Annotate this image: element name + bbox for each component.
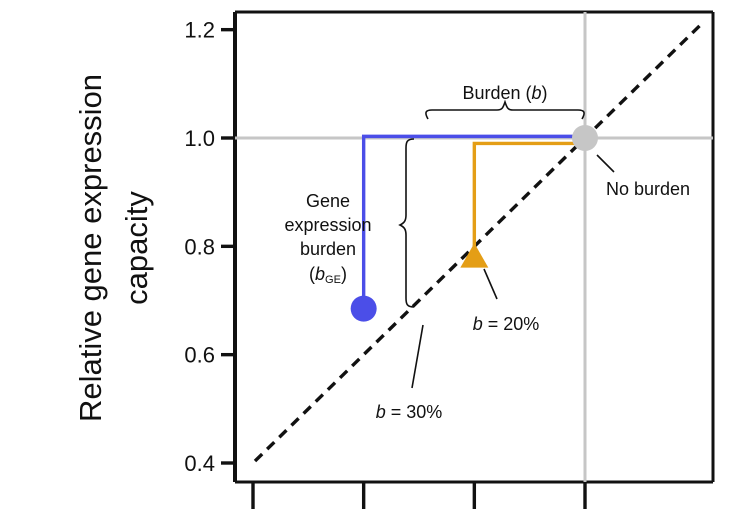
annotation-graphics	[398, 99, 615, 389]
y-tick-label: 0.6	[184, 343, 215, 368]
ge-label-line3: burden	[300, 239, 356, 259]
y-tick-label: 0.4	[184, 451, 215, 476]
b20-leader	[483, 268, 498, 300]
burden-bracket	[425, 99, 585, 120]
b30-label: b = 30%	[376, 402, 443, 422]
y-tick-label: 1.0	[184, 126, 215, 151]
blue-path	[361, 134, 585, 309]
y-tick-label: 0.8	[184, 234, 215, 259]
ge-label-line1: Gene	[306, 191, 350, 211]
y-tick-label: 1.2	[184, 18, 215, 43]
ge-label-line4: (bGE)	[309, 264, 347, 286]
b-30-point	[350, 295, 377, 322]
diagonal-reference-line	[253, 21, 705, 463]
y-ticks: 0.4 0.6 0.8 1.0 1.2	[184, 18, 235, 476]
no-burden-label: No burden	[606, 179, 690, 199]
ge-burden-bracket	[398, 138, 415, 308]
orange-path	[472, 141, 585, 258]
b30-leader	[411, 324, 424, 389]
b20-label: b = 20%	[473, 314, 540, 334]
data-points	[350, 125, 598, 322]
no-burden-point	[572, 125, 598, 151]
x-ticks	[251, 482, 587, 509]
no-burden-leader	[596, 154, 615, 173]
y-axis-title-line2: capacity	[119, 191, 154, 305]
burden-paths	[361, 134, 585, 309]
y-axis-title-line1: Relative gene expression	[73, 74, 108, 422]
ge-label-line2: expression	[284, 215, 371, 235]
b-20-point	[460, 243, 489, 268]
burden-label: Burden (b)	[462, 83, 547, 103]
